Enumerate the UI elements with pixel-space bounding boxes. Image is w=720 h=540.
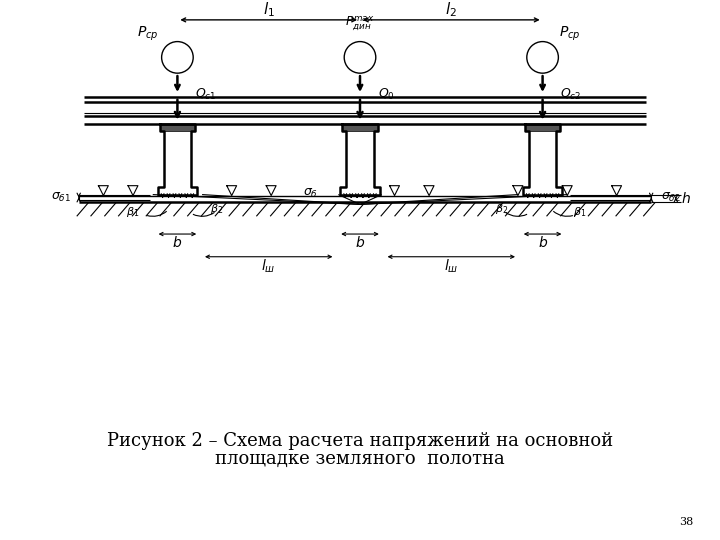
- Bar: [525, 124, 560, 131]
- Text: $\sigma_{б2}$: $\sigma_{б2}$: [661, 191, 681, 204]
- Bar: [160, 124, 195, 131]
- Text: $P_{ср}$: $P_{ср}$: [137, 24, 158, 43]
- Text: $Q_{c1}$: $Q_{c1}$: [195, 87, 217, 102]
- Text: Рисунок 2 – Схема расчета напряжений на основной: Рисунок 2 – Схема расчета напряжений на …: [107, 433, 613, 450]
- Text: площадке земляного  полотна: площадке земляного полотна: [215, 450, 505, 468]
- Text: $P^{max}_{дин}$: $P^{max}_{дин}$: [345, 15, 375, 33]
- Text: $l_1$: $l_1$: [263, 1, 275, 19]
- Text: $b$: $b$: [538, 235, 548, 251]
- Text: $\beta_2$: $\beta_2$: [210, 202, 223, 217]
- Text: $b$: $b$: [355, 235, 365, 251]
- Text: $Q_{c2}$: $Q_{c2}$: [560, 87, 582, 102]
- Text: $l_{ш}$: $l_{ш}$: [444, 258, 459, 275]
- Text: $P_{ср}$: $P_{ср}$: [559, 24, 581, 43]
- Text: $\beta_1$: $\beta_1$: [573, 205, 587, 219]
- Text: $\beta_2$: $\beta_2$: [495, 202, 508, 217]
- Text: $b$: $b$: [172, 235, 182, 251]
- Text: 38: 38: [680, 517, 693, 527]
- Text: $h$: $h$: [681, 191, 690, 206]
- Text: $\sigma_{б1}$: $\sigma_{б1}$: [51, 191, 71, 204]
- Text: $\beta_1$: $\beta_1$: [126, 205, 140, 219]
- Text: $l_2$: $l_2$: [446, 1, 457, 19]
- Bar: [342, 124, 378, 131]
- Text: $l_{ш}$: $l_{ш}$: [261, 258, 276, 275]
- Text: $\sigma_б$: $\sigma_б$: [303, 187, 318, 200]
- Text: $Q_0$: $Q_0$: [378, 87, 395, 102]
